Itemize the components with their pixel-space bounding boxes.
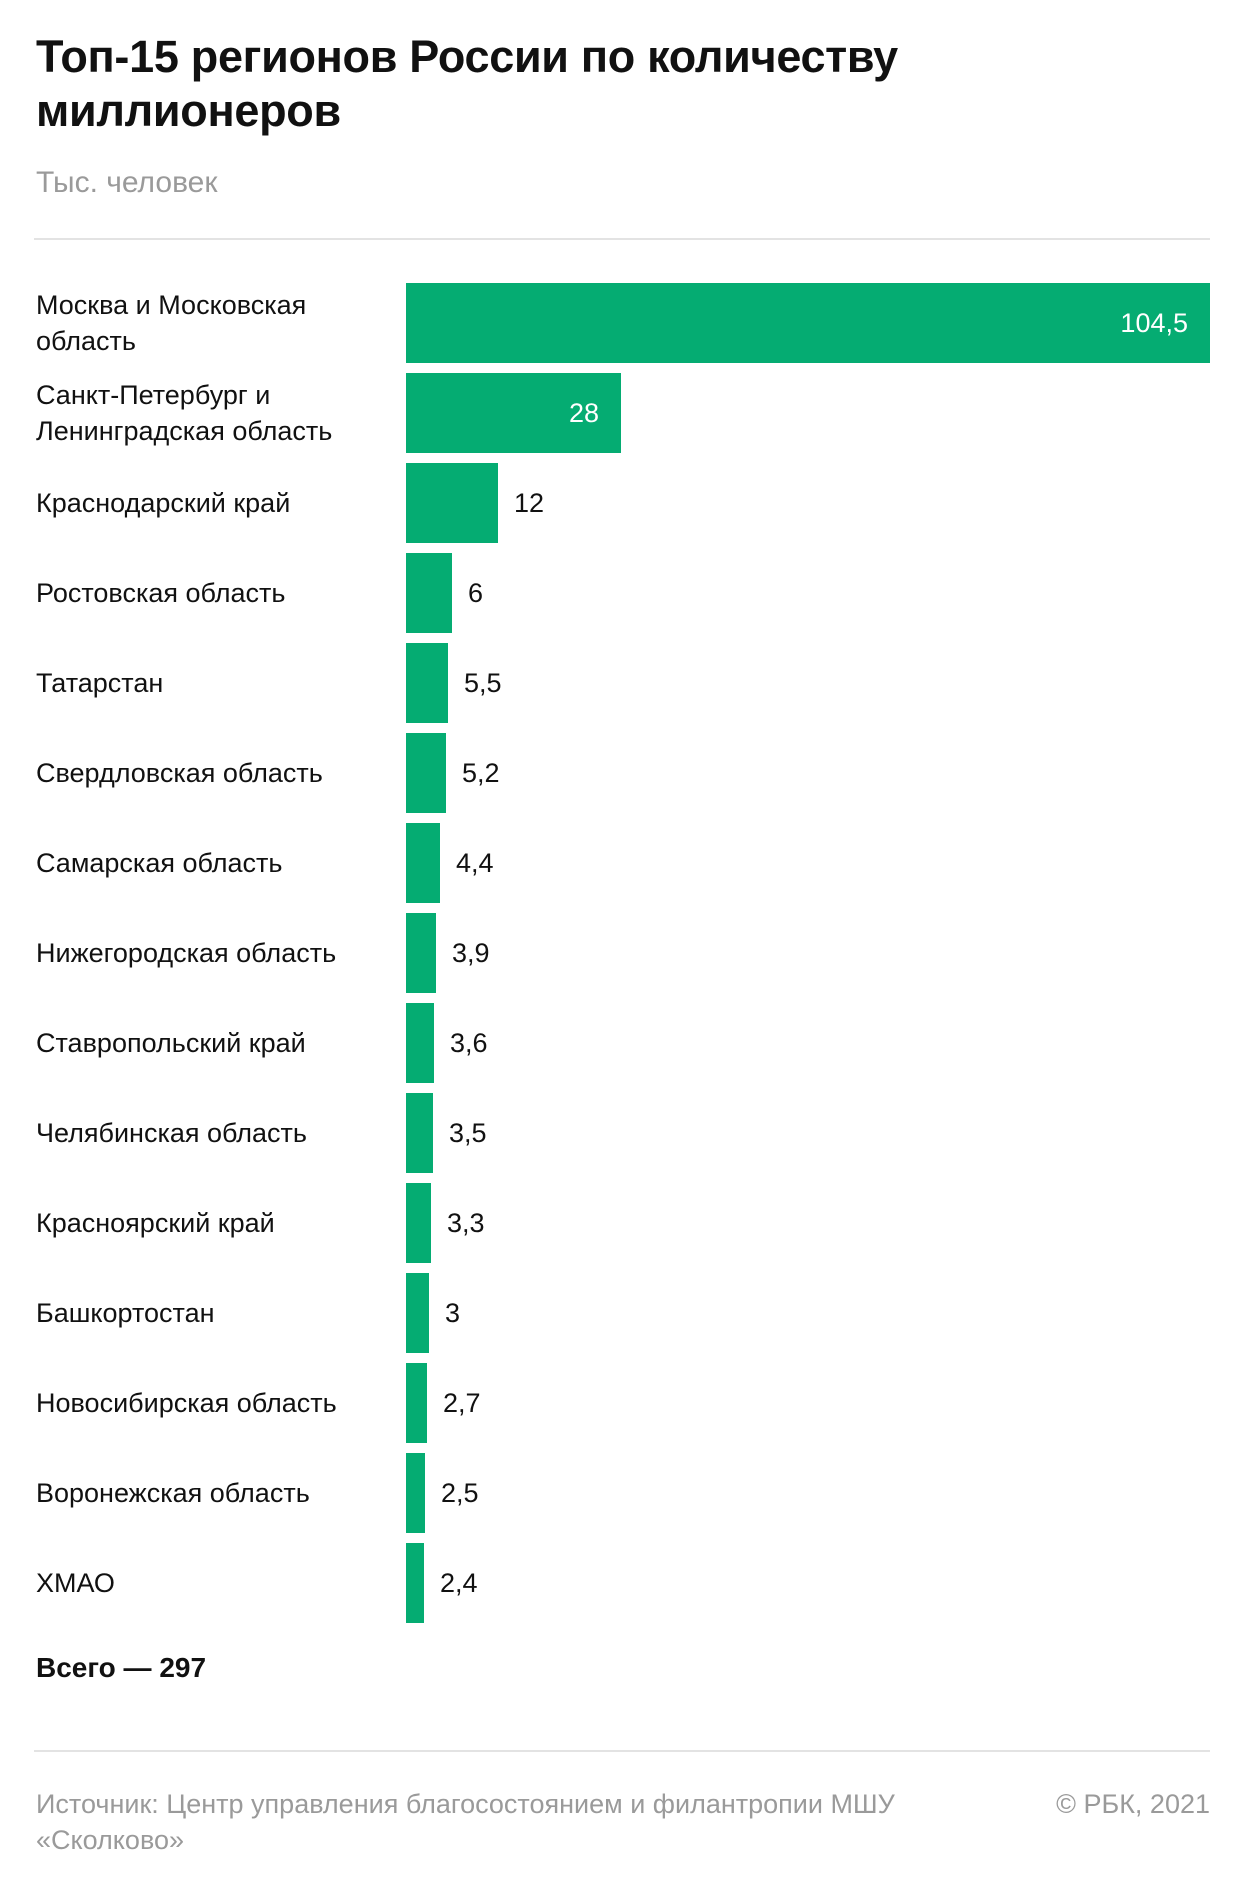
value-label: 2,7	[443, 1387, 481, 1418]
bar-chart: Москва и Московская область 104,5 Санкт-Пе…	[0, 282, 1240, 1624]
bar	[406, 463, 498, 543]
bar-row: Воронежская область 2,5	[0, 1452, 1240, 1534]
bottom-divider	[34, 1750, 1210, 1752]
category-label: Воронежская область	[36, 1478, 310, 1508]
bar	[406, 1093, 433, 1173]
value-label: 5,2	[462, 757, 500, 788]
value-label: 3	[445, 1297, 461, 1328]
bar	[406, 1273, 429, 1353]
bar-row: Новосибирская область 2,7	[0, 1362, 1240, 1444]
value-label: 104,5	[1120, 307, 1188, 338]
bar	[406, 1003, 434, 1083]
value-label: 3,3	[447, 1207, 485, 1238]
bar	[406, 733, 446, 813]
source-note: Источник: Центр управления благосостояни…	[36, 1789, 895, 1855]
bar-row: Свердловская область 5,2	[0, 732, 1240, 814]
bar-row: Краснодарский край 12	[0, 462, 1240, 544]
value-label: 12	[514, 487, 545, 518]
category-label: Новосибирская область	[36, 1388, 337, 1418]
bar-row: Татарстан 5,5	[0, 642, 1240, 724]
bar-row: ХМАО 2,4	[0, 1542, 1240, 1624]
value-label: 6	[468, 577, 484, 608]
category-label: Башкортостан	[36, 1298, 215, 1328]
bar	[406, 1183, 431, 1263]
bar	[406, 373, 621, 453]
bar	[406, 1453, 425, 1533]
category-label: Санкт-Петербург и Ленинградская область	[36, 380, 333, 446]
category-label: ХМАО	[36, 1568, 115, 1598]
bar	[406, 823, 440, 903]
value-label: 3,9	[452, 937, 490, 968]
top-divider	[34, 238, 1210, 240]
category-label: Нижегородская область	[36, 938, 337, 968]
bar-row: Ростовская область 6	[0, 552, 1240, 634]
value-label: 28	[568, 397, 599, 428]
value-label: 3,6	[450, 1027, 488, 1058]
category-label: Челябинская область	[36, 1118, 307, 1148]
value-label: 5,5	[464, 667, 502, 698]
bar-row: Санкт-Петербург и Ленинградская область 2…	[0, 372, 1240, 454]
bar	[406, 1363, 427, 1443]
bar-row: Москва и Московская область 104,5	[0, 282, 1240, 364]
category-label: Свердловская область	[36, 758, 323, 788]
value-label: 4,4	[456, 847, 494, 878]
chart-title: Топ-15 регионов России по количеству мил…	[36, 31, 898, 136]
category-label: Москва и Московская область	[36, 290, 307, 356]
bar	[406, 913, 436, 993]
value-label: 2,5	[441, 1477, 479, 1508]
category-label: Краснодарский край	[36, 488, 291, 518]
category-label: Ростовская область	[36, 578, 286, 608]
bar-row: Нижегородская область 3,9	[0, 912, 1240, 994]
bar-row: Красноярский край 3,3	[0, 1182, 1240, 1264]
bar-row: Челябинская область 3,5	[0, 1092, 1240, 1174]
copyright: © РБК, 2021	[1056, 1789, 1210, 1819]
bar	[406, 1543, 424, 1623]
value-label: 2,4	[440, 1567, 478, 1598]
category-label: Красноярский край	[36, 1208, 275, 1238]
category-label: Самарская область	[36, 848, 283, 878]
bar	[406, 553, 452, 633]
value-label: 3,5	[449, 1117, 487, 1148]
bar-row: Ставропольский край 3,6	[0, 1002, 1240, 1084]
category-label: Ставропольский край	[36, 1028, 306, 1058]
bar	[406, 643, 448, 723]
total-label: Всего — 297	[36, 1652, 207, 1683]
chart-subtitle: Тыс. человек	[36, 166, 218, 199]
category-label: Татарстан	[36, 668, 164, 698]
bar	[406, 283, 1210, 363]
bar-row: Самарская область 4,4	[0, 822, 1240, 904]
bar-row: Башкортостан 3	[0, 1272, 1240, 1354]
